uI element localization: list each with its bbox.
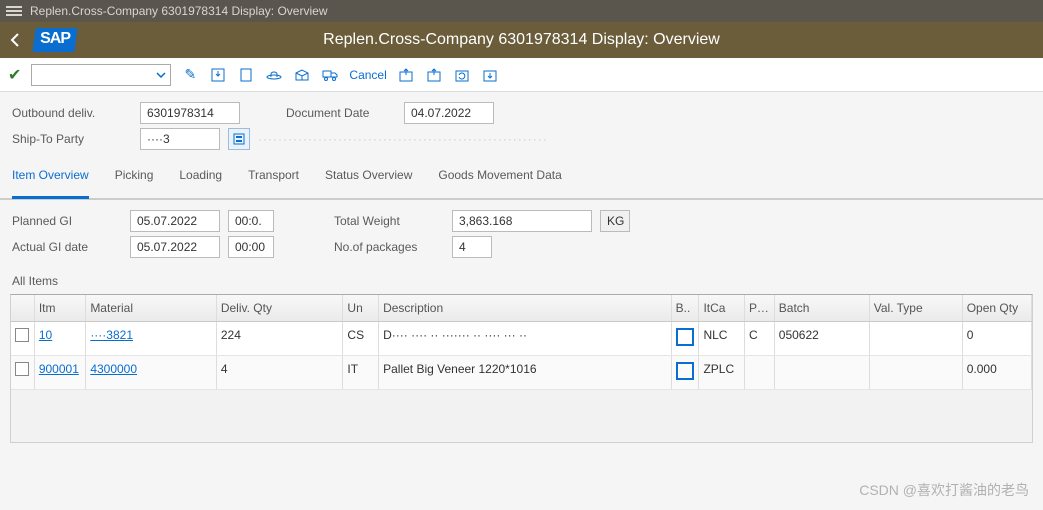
col-check: [11, 295, 35, 321]
gi-form: Planned GI 05.07.2022 00:0. Actual GI da…: [0, 200, 1043, 268]
shipto-helper-button[interactable]: [228, 128, 250, 150]
total-weight-field[interactable]: 3,863.168: [452, 210, 592, 232]
cell-desc: Pallet Big Veneer 1220*1016: [379, 356, 672, 389]
material-link[interactable]: 4300000: [90, 362, 137, 376]
tab-picking[interactable]: Picking: [115, 168, 154, 188]
col-open[interactable]: Open Qty: [963, 295, 1032, 321]
watermark: CSDN @喜欢打酱油的老鸟: [859, 480, 1029, 500]
package-icon[interactable]: [293, 66, 311, 84]
total-weight-label: Total Weight: [334, 214, 444, 228]
cell-un: CS: [343, 322, 379, 355]
actual-gi-date[interactable]: 05.07.2022: [130, 236, 220, 258]
outbound-label: Outbound deliv.: [12, 106, 132, 120]
material-link[interactable]: ····3821: [90, 328, 133, 342]
toolbar: ✔ ✎ Cancel: [0, 58, 1043, 92]
grid-title: All Items: [0, 268, 1043, 294]
shipto-label: Ship-To Party: [12, 132, 132, 146]
cell-pw: C: [745, 322, 775, 355]
tab-item-overview[interactable]: Item Overview: [12, 168, 89, 199]
cell-val: [870, 356, 963, 389]
cell-pw: [745, 356, 775, 389]
window-title: Replen.Cross-Company 6301978314 Display:…: [30, 4, 327, 18]
doc-in-icon[interactable]: [209, 66, 227, 84]
hat-icon[interactable]: [265, 66, 283, 84]
tab-loading[interactable]: Loading: [179, 168, 222, 188]
col-itca[interactable]: ItCa: [699, 295, 745, 321]
col-desc[interactable]: Description: [379, 295, 672, 321]
header-form: Outbound deliv. 6301978314 Document Date…: [0, 92, 1043, 160]
cell-un: IT: [343, 356, 379, 389]
window-titlebar: Replen.Cross-Company 6301978314 Display:…: [0, 0, 1043, 22]
tab-goods-movement[interactable]: Goods Movement Data: [438, 168, 561, 188]
items-grid: Itm Material Deliv. Qty Un Description B…: [10, 294, 1033, 443]
doc-icon[interactable]: [237, 66, 255, 84]
col-b[interactable]: B..: [672, 295, 700, 321]
page-header: SAP Replen.Cross-Company 6301978314 Disp…: [0, 22, 1043, 58]
cell-batch: 050622: [775, 322, 870, 355]
details-icon: [233, 133, 245, 145]
planned-gi-label: Planned GI: [12, 214, 122, 228]
table-row[interactable]: 10 ····3821 224 CS D···· ···· ·· ·······…: [11, 322, 1032, 356]
planned-gi-date[interactable]: 05.07.2022: [130, 210, 220, 232]
cell-open: 0: [963, 322, 1032, 355]
planned-gi-time[interactable]: 00:0.: [228, 210, 274, 232]
cell-open: 0.000: [963, 356, 1032, 389]
edit-icon[interactable]: ✎: [181, 66, 199, 84]
back-button[interactable]: [0, 22, 30, 58]
b-checkbox[interactable]: [676, 362, 694, 380]
col-qty[interactable]: Deliv. Qty: [217, 295, 344, 321]
actual-gi-label: Actual GI date: [12, 240, 122, 254]
download-icon[interactable]: [481, 66, 499, 84]
export2-icon[interactable]: [425, 66, 443, 84]
packages-label: No.of packages: [334, 240, 444, 254]
cell-itca: ZPLC: [699, 356, 745, 389]
col-material[interactable]: Material: [86, 295, 217, 321]
sap-logo: SAP: [32, 28, 77, 52]
cell-qty: 224: [217, 322, 344, 355]
truck-icon[interactable]: [321, 66, 339, 84]
shipto-desc: ········································…: [258, 132, 548, 146]
cell-batch: [775, 356, 870, 389]
row-checkbox[interactable]: [15, 328, 29, 342]
col-pw[interactable]: P W: [745, 295, 775, 321]
docdate-field[interactable]: 04.07.2022: [404, 102, 494, 124]
grid-header: Itm Material Deliv. Qty Un Description B…: [11, 295, 1032, 322]
export1-icon[interactable]: [397, 66, 415, 84]
command-dropdown[interactable]: [31, 64, 171, 86]
itm-link[interactable]: 10: [39, 328, 52, 342]
tab-transport[interactable]: Transport: [248, 168, 299, 188]
actual-gi-time[interactable]: 00:00: [228, 236, 274, 258]
col-val[interactable]: Val. Type: [870, 295, 963, 321]
menu-icon[interactable]: [6, 4, 22, 18]
grid-body: 10 ····3821 224 CS D···· ···· ·· ·······…: [11, 322, 1032, 442]
table-row[interactable]: 900001 4300000 4 IT Pallet Big Veneer 12…: [11, 356, 1032, 390]
docdate-label: Document Date: [286, 106, 396, 120]
cell-val: [870, 322, 963, 355]
refresh-icon[interactable]: [453, 66, 471, 84]
weight-unit: KG: [600, 210, 630, 232]
outbound-field[interactable]: 6301978314: [140, 102, 240, 124]
itm-link[interactable]: 900001: [39, 362, 79, 376]
cell-desc: D···· ···· ·· ······· ·· ···· ··· ··: [379, 322, 672, 355]
col-batch[interactable]: Batch: [775, 295, 870, 321]
packages-field[interactable]: 4: [452, 236, 492, 258]
cell-itca: NLC: [699, 322, 745, 355]
col-un[interactable]: Un: [343, 295, 379, 321]
tabstrip: Item Overview Picking Loading Transport …: [0, 160, 1043, 200]
chevron-down-icon: [156, 72, 166, 78]
check-icon[interactable]: ✔: [8, 65, 21, 85]
b-checkbox[interactable]: [676, 328, 694, 346]
cancel-button[interactable]: Cancel: [349, 68, 386, 82]
row-checkbox[interactable]: [15, 362, 29, 376]
col-itm[interactable]: Itm: [35, 295, 86, 321]
tab-status-overview[interactable]: Status Overview: [325, 168, 412, 188]
shipto-field[interactable]: ····3: [140, 128, 220, 150]
cell-qty: 4: [217, 356, 344, 389]
page-title: Replen.Cross-Company 6301978314 Display:…: [323, 31, 720, 49]
